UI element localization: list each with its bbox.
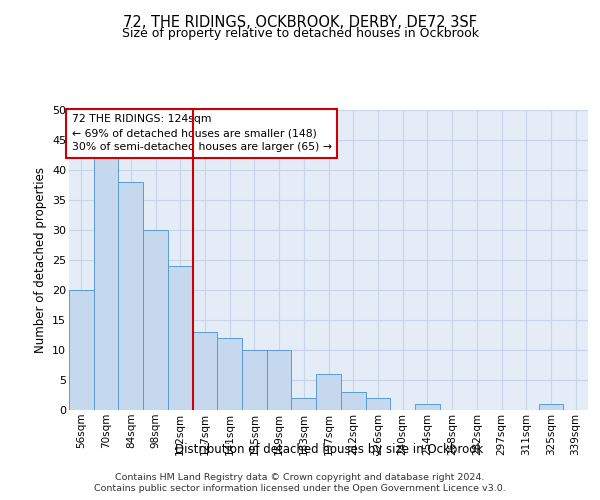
Bar bbox=[539, 404, 563, 410]
Bar bbox=[94, 158, 118, 410]
Bar bbox=[118, 182, 143, 410]
Bar bbox=[168, 266, 193, 410]
Bar bbox=[217, 338, 242, 410]
Bar bbox=[143, 230, 168, 410]
Bar bbox=[365, 398, 390, 410]
Bar bbox=[267, 350, 292, 410]
Text: 72, THE RIDINGS, OCKBROOK, DERBY, DE72 3SF: 72, THE RIDINGS, OCKBROOK, DERBY, DE72 3… bbox=[123, 15, 477, 30]
Bar bbox=[415, 404, 440, 410]
Bar bbox=[69, 290, 94, 410]
Bar bbox=[316, 374, 341, 410]
Bar bbox=[193, 332, 217, 410]
Bar bbox=[341, 392, 365, 410]
Text: 72 THE RIDINGS: 124sqm
← 69% of detached houses are smaller (148)
30% of semi-de: 72 THE RIDINGS: 124sqm ← 69% of detached… bbox=[71, 114, 332, 152]
Text: Contains HM Land Registry data © Crown copyright and database right 2024.: Contains HM Land Registry data © Crown c… bbox=[115, 472, 485, 482]
Bar bbox=[292, 398, 316, 410]
Text: Contains public sector information licensed under the Open Government Licence v3: Contains public sector information licen… bbox=[94, 484, 506, 493]
Text: Distribution of detached houses by size in Ockbrook: Distribution of detached houses by size … bbox=[175, 442, 483, 456]
Y-axis label: Number of detached properties: Number of detached properties bbox=[34, 167, 47, 353]
Bar bbox=[242, 350, 267, 410]
Text: Size of property relative to detached houses in Ockbrook: Size of property relative to detached ho… bbox=[121, 28, 479, 40]
